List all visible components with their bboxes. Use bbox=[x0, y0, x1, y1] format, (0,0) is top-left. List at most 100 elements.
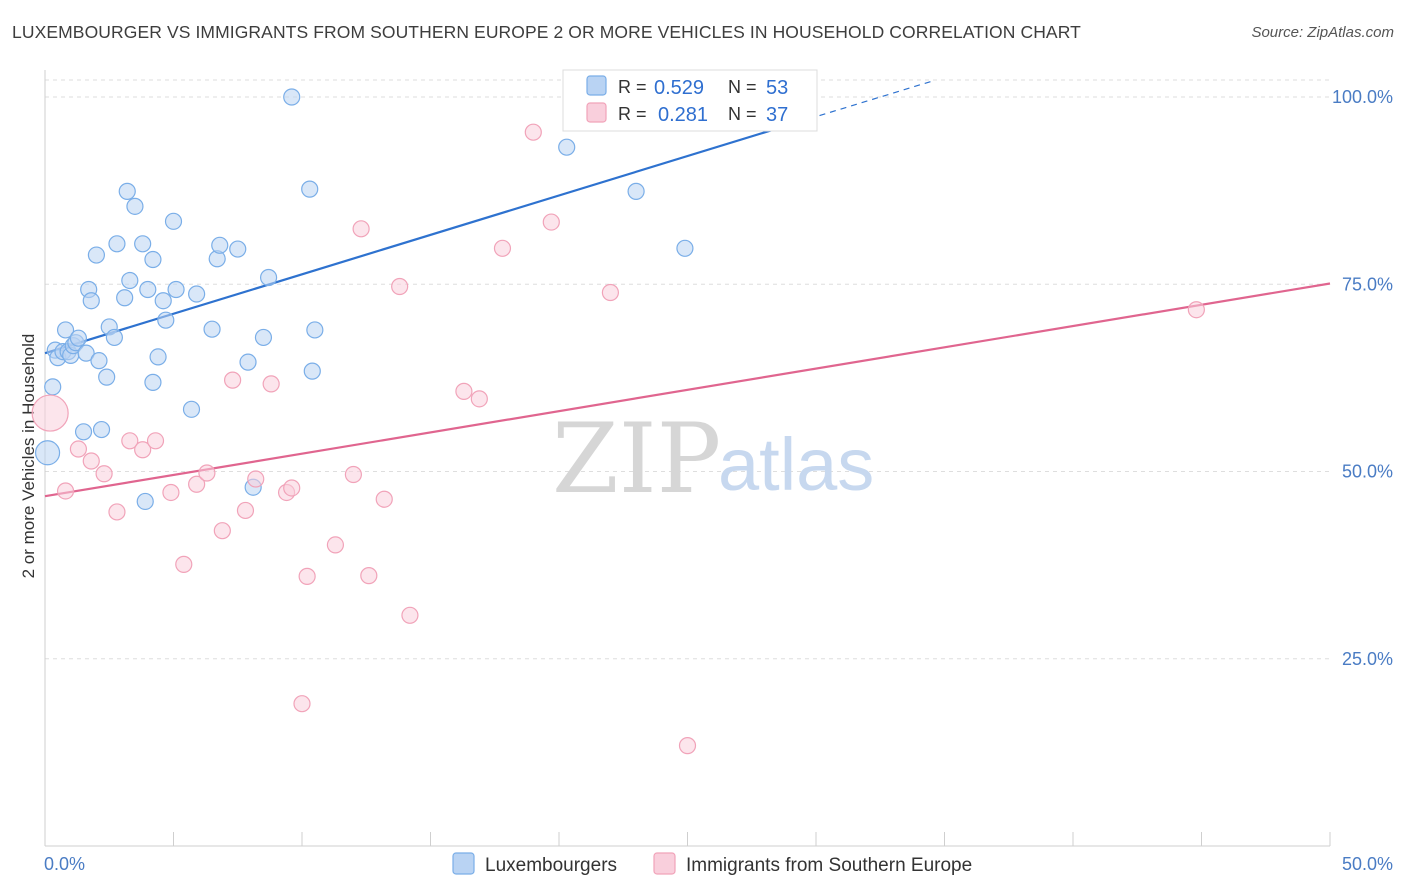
legend-r-value-1: 0.529 bbox=[654, 77, 704, 99]
luxembourgers-point-41 bbox=[229, 240, 247, 258]
y-tick-label-2: 75.0% bbox=[1342, 274, 1393, 294]
y-tick-label-1: 50.0% bbox=[1342, 462, 1393, 482]
correlation-legend: R = 0.529 N = 53 R = 0.281 N = 37 bbox=[562, 69, 818, 132]
legend-r-value-2: 0.281 bbox=[658, 104, 708, 126]
southern-europe-point-28 bbox=[401, 606, 419, 624]
southern-europe-point-10 bbox=[175, 555, 193, 573]
luxembourgers-point-49 bbox=[306, 321, 324, 339]
southern-europe-point-0 bbox=[31, 394, 69, 432]
luxembourgers-point-42 bbox=[239, 353, 257, 371]
watermark: ZIP atlas bbox=[552, 403, 874, 515]
chart-title: LUXEMBOURGER VS IMMIGRANTS FROM SOUTHERN… bbox=[12, 22, 1081, 42]
luxembourgers-point-40 bbox=[211, 236, 229, 254]
luxembourgers-points bbox=[34, 88, 694, 511]
luxembourgers-point-36 bbox=[182, 400, 201, 418]
series-legend: Luxembourgers Immigrants from Southern E… bbox=[452, 852, 972, 876]
series-legend-label-luxembourgers: Luxembourgers bbox=[485, 855, 617, 876]
luxembourgers-point-35 bbox=[167, 280, 185, 299]
watermark-zip-text: ZIP bbox=[552, 403, 721, 515]
southern-europe-point-30 bbox=[470, 390, 488, 408]
y-axis-tick-labels: 25.0% 50.0% 75.0% 100.0% bbox=[1332, 87, 1393, 669]
luxembourgers-point-48 bbox=[303, 362, 321, 380]
luxembourgers-point-14 bbox=[82, 292, 100, 310]
legend-n-value-2: 37 bbox=[766, 104, 788, 126]
luxembourgers-point-16 bbox=[90, 352, 108, 370]
southern-europe-point-36 bbox=[1187, 301, 1205, 319]
luxembourgers-point-15 bbox=[87, 246, 106, 264]
luxembourgers-point-46 bbox=[283, 88, 301, 106]
luxembourgers-point-20 bbox=[105, 328, 123, 347]
luxembourgers-point-32 bbox=[154, 292, 172, 310]
legend-n-value-1: 53 bbox=[766, 77, 788, 99]
luxembourgers-point-45 bbox=[259, 268, 278, 287]
southern-europe-point-16 bbox=[247, 470, 265, 488]
southern-europe-point-5 bbox=[108, 503, 126, 521]
luxembourgers-point-52 bbox=[676, 239, 694, 257]
trend-line-0 bbox=[44, 127, 778, 355]
luxembourgers-point-18 bbox=[98, 368, 116, 386]
southern-europe-point-17 bbox=[262, 375, 280, 393]
y-axis-label: 2 or more Vehicles in Household bbox=[19, 334, 38, 579]
southern-europe-point-6 bbox=[121, 432, 139, 450]
luxembourgers-point-51 bbox=[627, 182, 645, 200]
luxembourgers-point-30 bbox=[144, 373, 162, 391]
southern-europe-point-35 bbox=[678, 737, 697, 755]
series-legend-label-southern-europe: Immigrants from Southern Europe bbox=[686, 855, 972, 876]
legend-r-label-1: R = bbox=[618, 77, 647, 97]
southern-europe-point-23 bbox=[344, 465, 362, 484]
luxembourgers-point-11 bbox=[74, 423, 93, 441]
x-tick-label-right: 50.0% bbox=[1342, 854, 1393, 874]
southern-europe-point-32 bbox=[524, 123, 542, 141]
luxembourgers-point-38 bbox=[203, 320, 221, 338]
southern-europe-point-33 bbox=[542, 213, 560, 231]
luxembourgers-point-34 bbox=[164, 212, 183, 230]
legend-swatch-luxembourgers bbox=[586, 75, 607, 96]
luxembourgers-point-5 bbox=[56, 321, 75, 339]
y-tick-label-3: 100.0% bbox=[1332, 87, 1393, 107]
southern-europe-point-1 bbox=[56, 482, 75, 500]
luxembourgers-point-44 bbox=[254, 328, 273, 347]
southern-europe-point-4 bbox=[95, 465, 113, 483]
trend-line-1 bbox=[44, 282, 1331, 498]
southern-europe-point-34 bbox=[601, 283, 620, 302]
luxembourgers-point-25 bbox=[126, 197, 144, 215]
southern-europe-point-13 bbox=[213, 522, 231, 540]
x-axis-ticks bbox=[44, 832, 1331, 846]
southern-europe-point-9 bbox=[162, 483, 180, 502]
y-tick-label-0: 25.0% bbox=[1342, 649, 1393, 669]
luxembourgers-point-10 bbox=[69, 329, 88, 347]
luxembourgers-point-21 bbox=[108, 235, 126, 253]
southern-europe-point-19 bbox=[283, 479, 301, 497]
southern-europe-point-24 bbox=[352, 220, 370, 238]
southern-europe-point-7 bbox=[134, 441, 152, 459]
luxembourgers-point-31 bbox=[149, 348, 167, 366]
luxembourgers-point-28 bbox=[139, 280, 157, 299]
southern-europe-point-12 bbox=[198, 464, 216, 482]
source-credit: Source: ZipAtlas.com bbox=[1251, 24, 1394, 41]
series-legend-swatch-southern-europe bbox=[653, 852, 676, 875]
southern-europe-point-2 bbox=[69, 440, 88, 458]
luxembourgers-point-37 bbox=[188, 285, 206, 303]
watermark-atlas-text: atlas bbox=[718, 423, 874, 506]
southern-europe-point-31 bbox=[493, 239, 512, 257]
luxembourgers-point-23 bbox=[118, 182, 136, 200]
luxembourgers-point-1 bbox=[44, 378, 62, 396]
southern-europe-point-20 bbox=[293, 695, 311, 713]
luxembourgers-point-22 bbox=[116, 289, 134, 307]
legend-n-label-1: N = bbox=[728, 77, 757, 97]
southern-europe-point-26 bbox=[375, 490, 393, 508]
x-tick-label-left: 0.0% bbox=[44, 854, 85, 874]
luxembourgers-point-47 bbox=[301, 180, 319, 198]
luxembourgers-point-50 bbox=[558, 138, 576, 156]
southern-europe-point-25 bbox=[360, 567, 378, 585]
southern-europe-point-14 bbox=[224, 371, 242, 389]
luxembourgers-point-12 bbox=[77, 344, 95, 362]
grid-lines bbox=[45, 79, 1330, 660]
southern-europe-point-8 bbox=[146, 432, 165, 450]
southern-europe-point-22 bbox=[326, 536, 345, 554]
southern-europe-points bbox=[31, 123, 1205, 755]
southern-europe-point-3 bbox=[82, 452, 100, 470]
southern-europe-point-15 bbox=[236, 501, 255, 520]
legend-r-label-2: R = bbox=[618, 104, 647, 124]
southern-europe-point-11 bbox=[188, 475, 206, 493]
